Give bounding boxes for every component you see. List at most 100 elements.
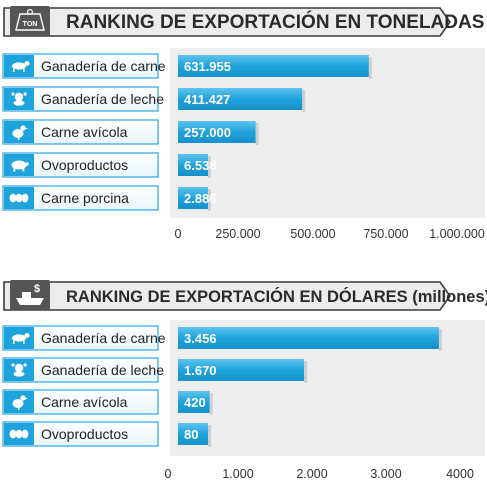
pig-leg xyxy=(13,168,16,172)
header-icon-text: $ xyxy=(34,283,40,295)
cow-body xyxy=(12,334,26,342)
x-tick-label: 500.000 xyxy=(290,227,335,241)
bar-row: Ganadería de leche 1.670 xyxy=(2,357,308,383)
cow-ear xyxy=(23,363,27,367)
data-label: 2.886 xyxy=(184,191,217,206)
egg xyxy=(9,193,17,203)
bar-row: Carne porcina 2.886 xyxy=(2,185,217,211)
chicken-icon xyxy=(12,125,28,140)
bar xyxy=(178,55,369,77)
bar-shadow xyxy=(368,57,372,79)
cow-leg xyxy=(23,340,25,344)
egg xyxy=(21,193,29,203)
data-label: 3.456 xyxy=(184,331,217,346)
chicken-head xyxy=(20,395,26,401)
bar xyxy=(178,121,256,143)
cow-udder xyxy=(13,371,25,377)
chart-header: TON RANKING DE EXPORTACIÓN EN TONELADAS xyxy=(3,6,484,37)
bar xyxy=(178,327,439,349)
ship-hull xyxy=(16,298,44,305)
dollar-ranking-chart: $ RANKING DE EXPORTACIÓN EN DÓLARES (mill… xyxy=(2,280,487,481)
chicken-leg xyxy=(18,137,20,140)
bar xyxy=(178,187,208,209)
egg xyxy=(21,429,29,439)
chicken-head xyxy=(20,125,26,131)
x-tick-label: 4000 xyxy=(446,467,474,481)
bar xyxy=(178,88,303,110)
category-label: Ganadería de leche xyxy=(41,91,164,107)
bar xyxy=(178,423,208,445)
chicken-body xyxy=(12,129,24,138)
cow-ear xyxy=(11,92,15,96)
weight-ton-icon: TON xyxy=(15,9,45,31)
chart-title: RANKING DE EXPORTACIÓN EN TONELADAS xyxy=(66,11,484,33)
bar-shadow xyxy=(208,425,211,447)
header-icon-text: TON xyxy=(23,21,38,28)
egg xyxy=(15,429,23,439)
eggs-icon xyxy=(9,193,29,203)
cow-icon xyxy=(12,333,30,344)
eggs-icon xyxy=(9,429,29,439)
chicken-leg xyxy=(18,407,20,410)
x-tick-label: 1.000 xyxy=(222,467,253,481)
data-label: 257.000 xyxy=(184,125,231,140)
tonnage-ranking-chart: TON RANKING DE EXPORTACIÓN EN TONELADAS Ga… xyxy=(2,6,485,241)
bar-row: Ganadería de carne 631.955 xyxy=(2,53,372,79)
pig-icon xyxy=(11,160,29,172)
data-label: 80 xyxy=(184,427,198,442)
cow-leg xyxy=(13,68,15,72)
bar-shadow xyxy=(209,393,213,415)
bar-shadow xyxy=(255,123,259,145)
cow-head xyxy=(24,333,30,338)
weight-handle xyxy=(27,9,34,16)
category-label: Carne porcina xyxy=(41,190,129,206)
x-tick-label: 750.000 xyxy=(363,227,408,241)
ship-cabin xyxy=(22,292,31,298)
header-banner xyxy=(3,7,451,37)
category-label: Ganadería de carne xyxy=(41,330,166,346)
x-tick-label: 250.000 xyxy=(215,227,260,241)
egg xyxy=(15,193,23,203)
cow-ear xyxy=(23,92,27,96)
chart-title: RANKING DE EXPORTACIÓN EN DÓLARES (millo… xyxy=(66,287,487,306)
bar-row: Ganadería de carne 3.456 xyxy=(2,325,442,351)
data-label: 420 xyxy=(184,395,206,410)
milk-cow-icon xyxy=(11,92,27,106)
data-label: 411.427 xyxy=(184,92,230,107)
bar-shadow xyxy=(302,90,306,112)
x-tick-label: 2.000 xyxy=(296,467,327,481)
pig-leg xyxy=(22,168,25,172)
cow-head xyxy=(14,363,24,373)
weight-outline xyxy=(15,13,45,31)
x-tick-label: 0 xyxy=(165,467,172,481)
bar-row: Carne avícola 257.000 xyxy=(2,119,259,145)
chicken-beak xyxy=(25,127,28,130)
x-tick-label: 0 xyxy=(175,227,182,241)
bar-row: Carne avícola 420 xyxy=(2,389,213,415)
x-tick-label: 3.000 xyxy=(370,467,401,481)
bar xyxy=(178,359,305,381)
bar-shadow xyxy=(208,156,211,178)
cow-body xyxy=(12,62,26,70)
cow-icon xyxy=(12,61,30,72)
bar-row: Ovoproductos 6.538 xyxy=(2,152,217,178)
chicken-beak xyxy=(25,397,28,400)
cow-leg xyxy=(13,340,15,344)
money-ship-icon: $ xyxy=(16,283,44,305)
pig-body xyxy=(11,160,27,170)
data-label: 1.670 xyxy=(184,363,217,378)
bar-shadow xyxy=(438,329,442,351)
cow-head xyxy=(24,61,30,66)
cow-leg xyxy=(23,68,25,72)
category-label: Carne avícola xyxy=(41,394,128,410)
cow-head xyxy=(14,92,24,102)
x-tick-label: 1.000.000 xyxy=(429,227,485,241)
category-label: Ganadería de carne xyxy=(41,58,166,74)
chart-header: $ RANKING DE EXPORTACIÓN EN DÓLARES (mill… xyxy=(3,280,487,311)
cow-ear xyxy=(11,363,15,367)
cow-udder xyxy=(13,100,25,106)
category-label: Ovoproductos xyxy=(41,426,128,442)
bar-shadow xyxy=(208,189,211,211)
bar xyxy=(178,391,210,413)
